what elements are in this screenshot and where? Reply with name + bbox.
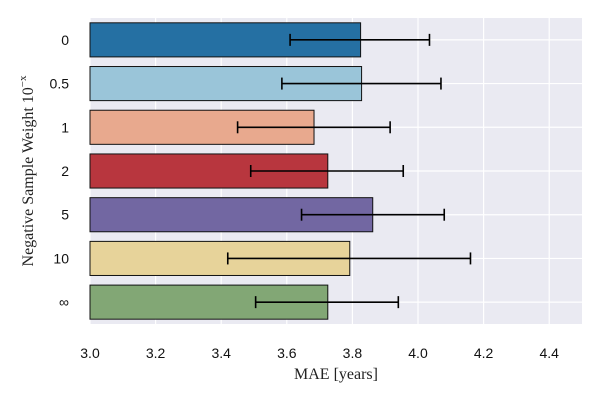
y-axis-label-base: Negative Sample Weight 10 bbox=[20, 87, 37, 266]
y-tick-label: 1 bbox=[61, 119, 69, 135]
y-tick-label: 0 bbox=[61, 32, 69, 48]
x-tick-label: 3.4 bbox=[211, 345, 231, 361]
y-tick-label: ∞ bbox=[59, 294, 69, 310]
x-tick-label: 4.2 bbox=[474, 345, 494, 361]
y-tick-label: 5 bbox=[61, 207, 69, 223]
x-tick-label: 4.0 bbox=[408, 345, 428, 361]
x-tick-label: 3.8 bbox=[343, 345, 363, 361]
x-tick-label: 3.6 bbox=[277, 345, 297, 361]
y-tick-label: 0.5 bbox=[50, 76, 70, 92]
y-tick-label: 2 bbox=[61, 163, 69, 179]
x-tick-label: 3.2 bbox=[146, 345, 166, 361]
x-tick-label: 4.4 bbox=[539, 345, 559, 361]
y-tick-label: 10 bbox=[53, 250, 69, 266]
x-axis-label: MAE [years] bbox=[294, 366, 378, 383]
x-tick-labels: 3.0 3.2 3.4 3.6 3.8 4.0 4.2 4.4 bbox=[80, 345, 559, 361]
y-axis-label-exponent: −x bbox=[17, 75, 29, 87]
y-axis-label: Negative Sample Weight 10−x bbox=[17, 75, 37, 266]
error-bars bbox=[226, 33, 472, 309]
x-tick-label: 3.0 bbox=[80, 345, 100, 361]
y-tick-labels: 0 0.5 1 2 5 10 ∞ bbox=[50, 32, 70, 310]
